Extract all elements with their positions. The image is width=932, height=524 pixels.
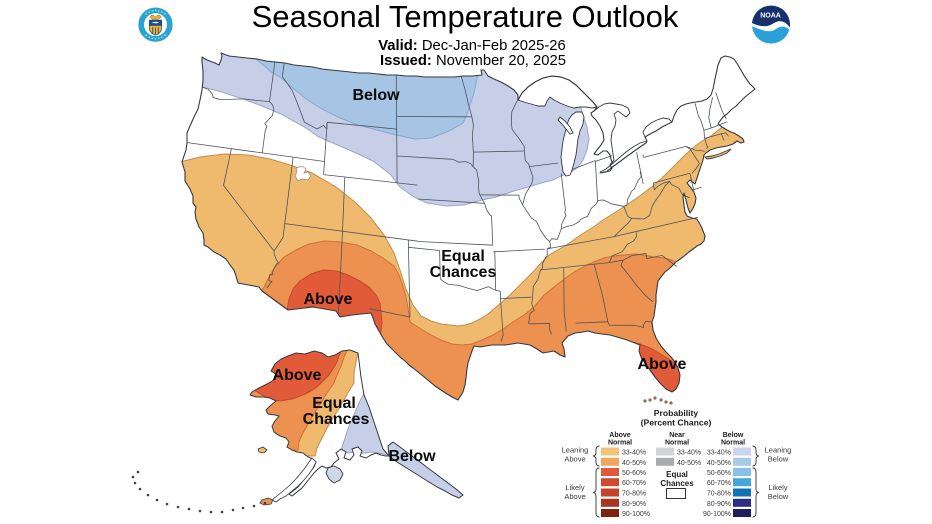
svg-text:Below: Below [352, 87, 400, 104]
svg-text:Above: Above [609, 432, 631, 439]
svg-text:Above: Above [564, 455, 585, 464]
svg-text:Seasonal Temperature Outlook: Seasonal Temperature Outlook [252, 0, 679, 34]
svg-text:60-70%: 60-70% [622, 480, 646, 487]
svg-text:33-40%: 33-40% [622, 450, 646, 457]
svg-text:50-60%: 50-60% [707, 470, 731, 477]
svg-text:Issued: November 20, 2025: Issued: November 20, 2025 [380, 53, 566, 69]
svg-text:(Percent Chance): (Percent Chance) [641, 418, 712, 428]
svg-text:90-100%: 90-100% [622, 511, 650, 518]
svg-text:40-50%: 40-50% [622, 460, 646, 467]
svg-text:40-50%: 40-50% [677, 460, 701, 467]
svg-text:Above: Above [304, 291, 353, 308]
svg-text:Likely: Likely [768, 483, 787, 492]
svg-text:60-70%: 60-70% [707, 480, 731, 487]
svg-text:Normal: Normal [721, 440, 745, 447]
svg-text:33-40%: 33-40% [707, 450, 731, 457]
svg-text:70-80%: 70-80% [707, 491, 731, 498]
svg-text:Normal: Normal [608, 440, 632, 447]
svg-text:Valid: Dec-Jan-Feb 2025-26: Valid: Dec-Jan-Feb 2025-26 [378, 38, 566, 54]
svg-text:Chances: Chances [430, 264, 497, 281]
svg-text:50-60%: 50-60% [622, 470, 646, 477]
svg-text:40-50%: 40-50% [707, 460, 731, 467]
svg-text:80-90%: 80-90% [622, 501, 646, 508]
svg-text:Equal: Equal [312, 395, 356, 412]
svg-text:Chances: Chances [660, 479, 694, 488]
svg-text:Equal: Equal [666, 470, 688, 479]
svg-text:Above: Above [564, 492, 585, 501]
svg-text:Above: Above [638, 356, 687, 373]
svg-text:Normal: Normal [665, 440, 689, 447]
svg-text:Leaning: Leaning [562, 446, 589, 455]
svg-text:70-80%: 70-80% [622, 491, 646, 498]
svg-text:Below: Below [388, 448, 436, 465]
svg-text:Above: Above [273, 367, 322, 384]
svg-text:Below: Below [723, 432, 744, 439]
svg-text:90-100%: 90-100% [703, 511, 731, 518]
svg-text:Near: Near [669, 432, 685, 439]
svg-text:NOAA: NOAA [760, 13, 781, 20]
svg-text:Below: Below [768, 455, 789, 464]
svg-text:80-90%: 80-90% [707, 501, 731, 508]
svg-text:Leaning: Leaning [765, 446, 792, 455]
svg-text:Chances: Chances [303, 411, 370, 428]
svg-text:Likely: Likely [565, 483, 584, 492]
svg-text:Equal: Equal [441, 248, 485, 265]
svg-text:Below: Below [768, 492, 789, 501]
svg-text:33-40%: 33-40% [677, 450, 701, 457]
svg-text:Probability: Probability [654, 408, 699, 418]
